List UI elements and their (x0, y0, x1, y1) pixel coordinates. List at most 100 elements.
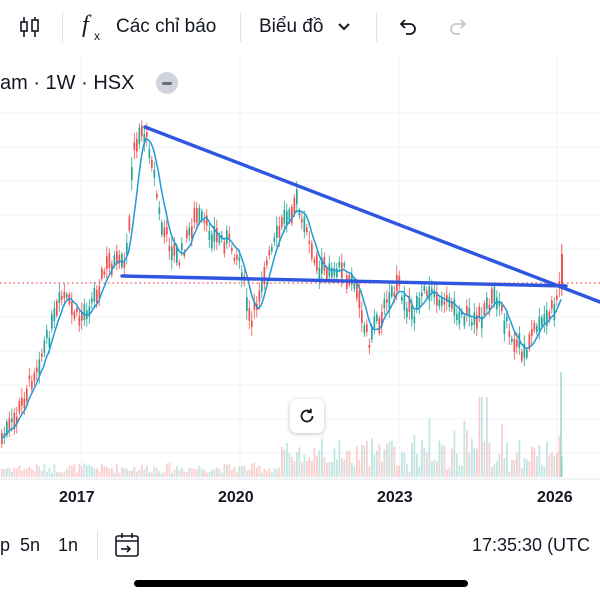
candle-body (498, 302, 501, 307)
volume-bar (38, 466, 41, 477)
volume-bar (53, 464, 56, 477)
volume-bar (348, 450, 351, 477)
timeframe-button[interactable]: 1n (58, 534, 79, 555)
candle-body (548, 312, 551, 321)
chart-type-button[interactable]: Biểu đồ (259, 0, 351, 54)
volume-bar (238, 466, 241, 477)
redo-button[interactable] (448, 0, 470, 54)
candle-body (226, 230, 228, 244)
volume-bar (6, 468, 8, 477)
volume-bar (391, 440, 393, 477)
price-chart[interactable] (0, 54, 600, 520)
volume-bar (201, 469, 203, 477)
candle-body (28, 375, 31, 380)
candle-body (133, 142, 136, 150)
volume-bar (413, 435, 416, 477)
volume-bar (3, 468, 6, 477)
candle-body (238, 257, 241, 262)
candle-body (83, 304, 86, 320)
candle-body (261, 278, 263, 292)
collapse-legend-button[interactable] (156, 72, 179, 94)
volume-bar (111, 468, 113, 477)
candle-body (18, 401, 21, 412)
candle-body (91, 298, 93, 303)
volume-bar (316, 455, 318, 477)
volume-bar (461, 465, 463, 477)
candle-body (198, 207, 201, 222)
volume-bar (278, 467, 281, 477)
home-indicator (134, 580, 468, 587)
volume-bar (346, 451, 348, 477)
indicators-button[interactable]: f x Các chỉ báo (80, 0, 216, 54)
volume-bar (373, 454, 376, 477)
candle-body (401, 296, 403, 301)
volume-bar (216, 467, 218, 477)
volume-bar (13, 467, 16, 477)
candle-body (326, 268, 328, 280)
candle-body (166, 227, 168, 235)
candle-body (353, 282, 356, 289)
go-to-date-button[interactable] (113, 520, 141, 570)
candle-body (301, 219, 303, 223)
volume-bar (176, 466, 178, 477)
volume-bar (298, 447, 301, 477)
candle-body (446, 295, 448, 302)
candle-body (281, 217, 283, 227)
candle-style-button[interactable] (18, 0, 42, 54)
candle-body (31, 381, 33, 389)
volume-bar (311, 460, 313, 477)
candle-body (218, 235, 221, 244)
volume-bar (128, 470, 131, 477)
volume-bar (560, 372, 562, 477)
candle-body (61, 295, 63, 300)
candle-body (553, 304, 556, 321)
timeframe-button[interactable]: 5n (20, 534, 41, 555)
candle-body (388, 292, 391, 309)
volume-bar (98, 471, 101, 477)
volume-bar (126, 469, 128, 477)
volume-bar (381, 461, 383, 477)
candle-body (101, 268, 103, 280)
candle-body (276, 225, 278, 238)
candle-body (71, 301, 73, 315)
candle-body (428, 286, 431, 301)
candle-body (251, 320, 253, 327)
candle-body (421, 292, 423, 297)
volume-bar (196, 468, 198, 477)
candle-body (8, 418, 11, 431)
volume-bar (113, 472, 116, 477)
volume-bar (528, 461, 531, 477)
timeframe-button[interactable]: p (0, 534, 11, 555)
volume-bar (261, 472, 263, 477)
candle-body (88, 306, 91, 317)
chart-canvas[interactable]: am · 1W · HSX (0, 54, 600, 520)
candle-body (173, 243, 176, 256)
symbol-legend[interactable]: am · 1W · HSX (0, 70, 179, 96)
volume-bar (473, 448, 476, 477)
undo-button[interactable] (396, 0, 418, 54)
redo-icon (450, 19, 467, 35)
volume-bar (308, 457, 311, 477)
volume-bar (173, 469, 176, 477)
volume-bar (131, 470, 133, 477)
candle-body (183, 251, 186, 257)
candle-body (113, 255, 116, 265)
volume-bar (243, 465, 246, 477)
volume-bar (546, 441, 548, 477)
candle-body (246, 297, 248, 312)
volume-bar (91, 466, 93, 477)
volume-bar (503, 458, 506, 477)
reset-chart-button[interactable] (290, 399, 324, 433)
volume-bar (86, 465, 88, 477)
candle-body (48, 337, 51, 348)
volume-bar (236, 472, 238, 477)
candle-body (306, 227, 308, 233)
volume-bar (58, 471, 61, 477)
volume-bar (466, 430, 468, 477)
volume-bar (171, 472, 173, 477)
volume-bar (358, 460, 361, 477)
clock-label[interactable]: 17:35:30 (UTC (472, 534, 591, 555)
candle-body (228, 233, 231, 239)
candle-body (411, 305, 413, 320)
volume-bar (138, 469, 141, 477)
